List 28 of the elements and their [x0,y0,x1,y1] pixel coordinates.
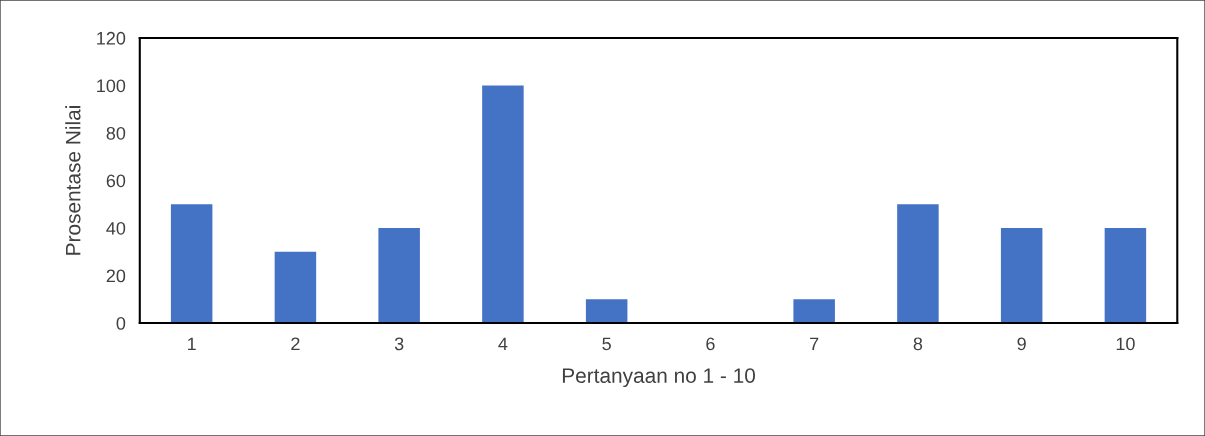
bar [585,299,628,324]
bar [897,204,939,324]
x-tick-label: 9 [1017,337,1026,351]
bar [793,299,835,324]
y-tick-label: 120 [97,31,126,45]
bar [1104,228,1147,324]
bar [378,228,420,324]
y-tick-label: 0 [116,317,126,330]
y-tick-label: 40 [106,221,126,235]
x-tick-label: 1 [188,337,196,351]
x-tick-label: 4 [498,337,508,351]
y-tick-label: 100 [97,79,126,93]
y-tick-label: 20 [106,269,126,283]
bar [1000,228,1043,324]
x-axis-title: Pertanyaan no 1 - 10 [562,368,756,388]
x-tick-label: 3 [394,337,404,351]
x-tick-label: 8 [913,337,923,351]
bar [274,251,317,324]
x-tick-label: 10 [1116,337,1135,351]
bar [170,204,213,324]
x-tick-label: 7 [810,337,819,351]
bar [482,85,524,324]
y-tick-label: 80 [106,126,126,140]
x-tick-label: 5 [602,337,611,351]
y-tick-label: 60 [106,174,126,188]
x-tick-label: 6 [706,337,715,351]
y-axis-title: Prosentase Nilai [65,106,81,255]
x-tick-label: 2 [291,337,300,351]
